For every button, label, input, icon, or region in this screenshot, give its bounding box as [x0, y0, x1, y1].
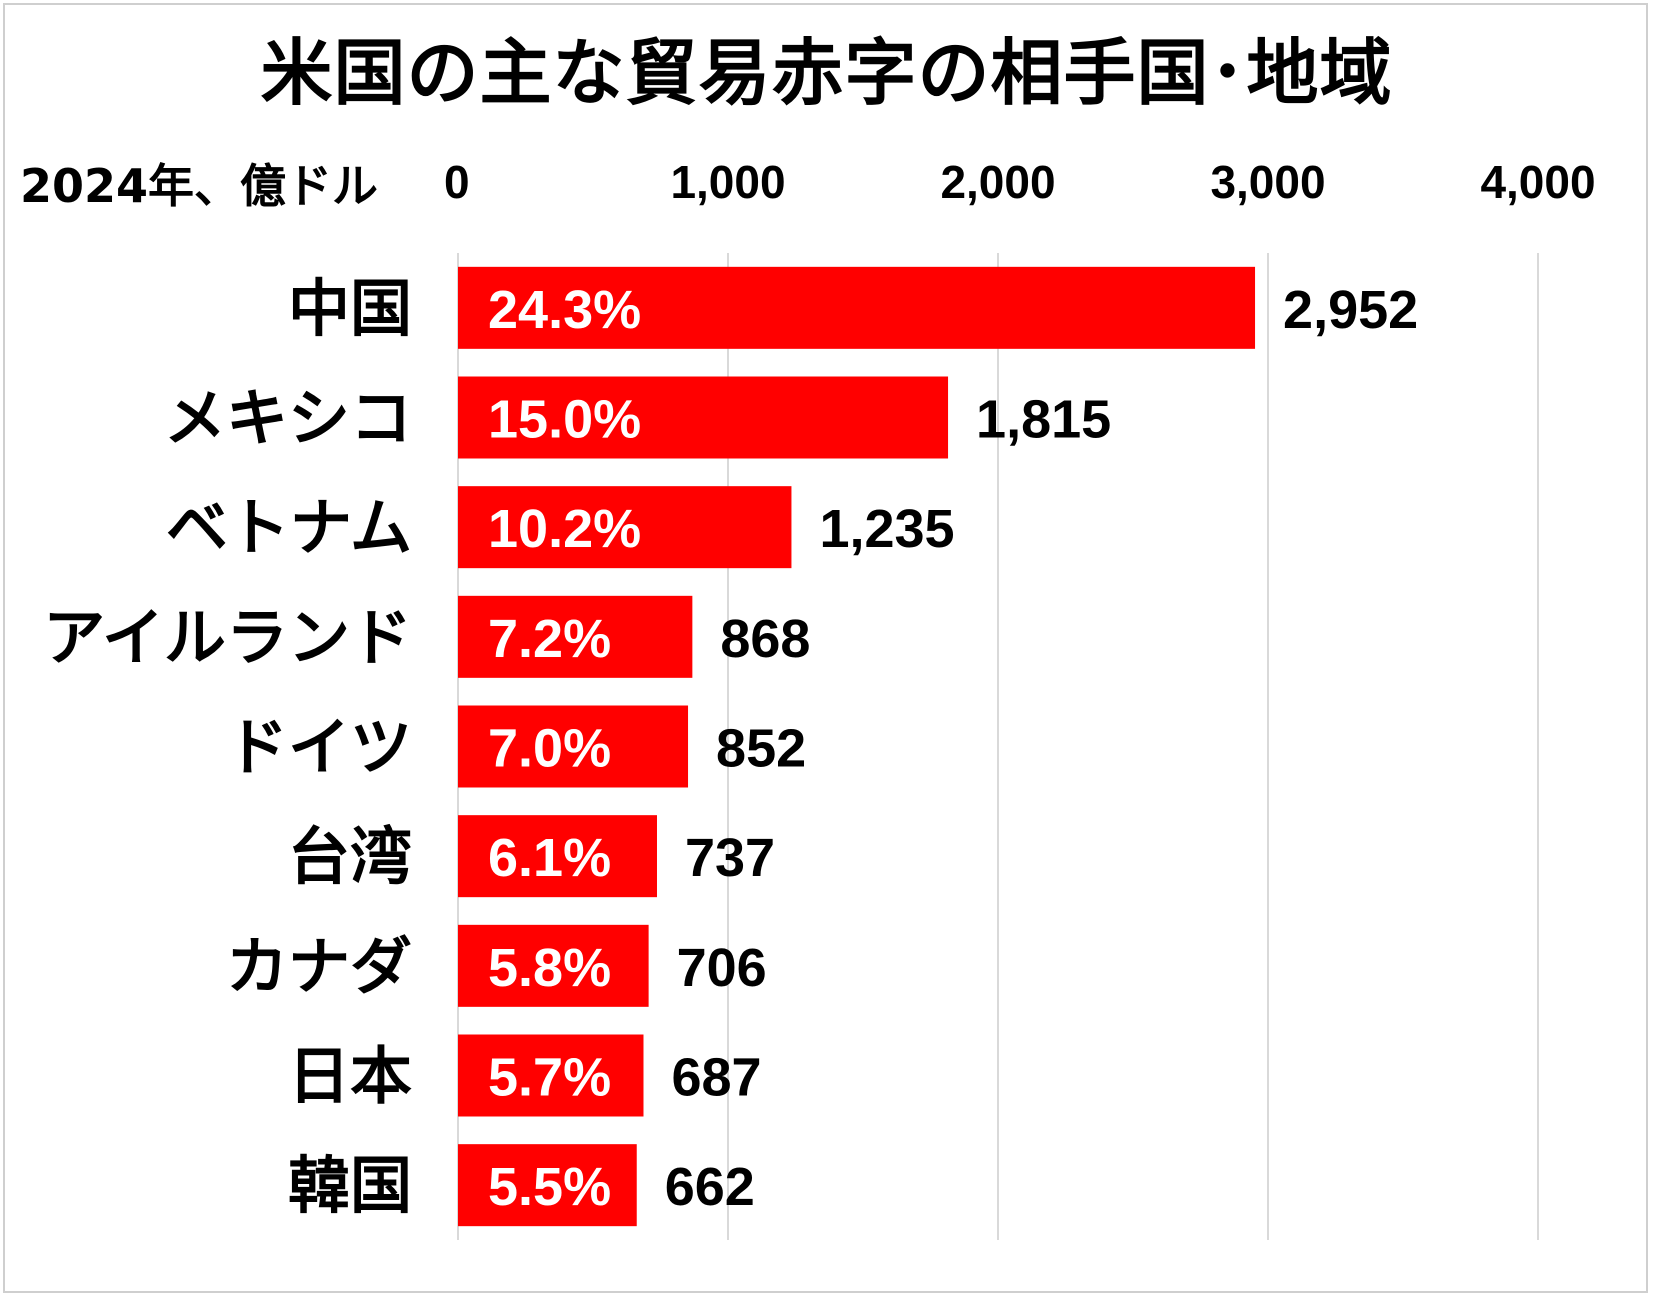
- value-label: 687: [671, 1048, 761, 1108]
- share-label: 5.8%: [488, 938, 611, 998]
- bar: [458, 266, 1256, 349]
- value-label: 1,815: [976, 390, 1111, 450]
- bar: [458, 376, 949, 459]
- x-tick-label: 0: [444, 156, 470, 208]
- value-label: 1,235: [819, 499, 954, 559]
- x-tick-label: 2,000: [940, 156, 1055, 208]
- category-label: メキシコ: [164, 385, 412, 454]
- category-label: アイルランド: [43, 604, 412, 673]
- bar: [458, 486, 792, 569]
- category-label: カナダ: [226, 933, 412, 1002]
- unit-label: 2024年、億ドル: [20, 159, 379, 213]
- value-label: 2,952: [1283, 280, 1418, 340]
- share-labels: 24.3% 15.0% 10.2% 7.2% 7.0% 6.1% 5.8% 5.7% 5.5%: [488, 280, 641, 1217]
- chart-frame: [3, 3, 1648, 1293]
- share-label: 10.2%: [488, 499, 641, 559]
- share-label: 5.5%: [488, 1157, 611, 1217]
- bar: [458, 924, 649, 1007]
- value-label: 706: [677, 938, 767, 998]
- value-label: 662: [665, 1157, 755, 1217]
- share-label: 6.1%: [488, 828, 611, 888]
- bar: [458, 595, 693, 678]
- x-tick-label: 1,000: [670, 156, 785, 208]
- share-label: 24.3%: [488, 280, 641, 340]
- x-tick-label: 3,000: [1210, 156, 1325, 208]
- share-label: 7.0%: [488, 719, 611, 779]
- share-label: 5.7%: [488, 1048, 611, 1108]
- bars: [458, 266, 1256, 1227]
- chart-title: 米国の主な貿易赤字の相手国･地域: [260, 31, 1393, 115]
- value-label: 737: [685, 828, 775, 888]
- bar: [458, 1034, 644, 1117]
- category-label: ベトナム: [166, 494, 412, 563]
- value-label: 852: [716, 719, 806, 779]
- value-label: 868: [720, 609, 810, 669]
- category-label: 日本: [288, 1043, 412, 1112]
- bar: [458, 705, 689, 788]
- bar: [458, 815, 657, 898]
- category-label: 韓国: [288, 1152, 412, 1221]
- x-tick-label: 4,000: [1480, 156, 1595, 208]
- share-label: 7.2%: [488, 609, 611, 669]
- x-axis-ticks: 0 1,000 2,000 3,000 4,000: [444, 156, 1596, 208]
- category-label: ドイツ: [226, 714, 412, 783]
- share-label: 15.0%: [488, 390, 641, 450]
- bar: [458, 1144, 637, 1227]
- category-label: 台湾: [288, 823, 412, 892]
- category-label: 中国: [288, 275, 412, 344]
